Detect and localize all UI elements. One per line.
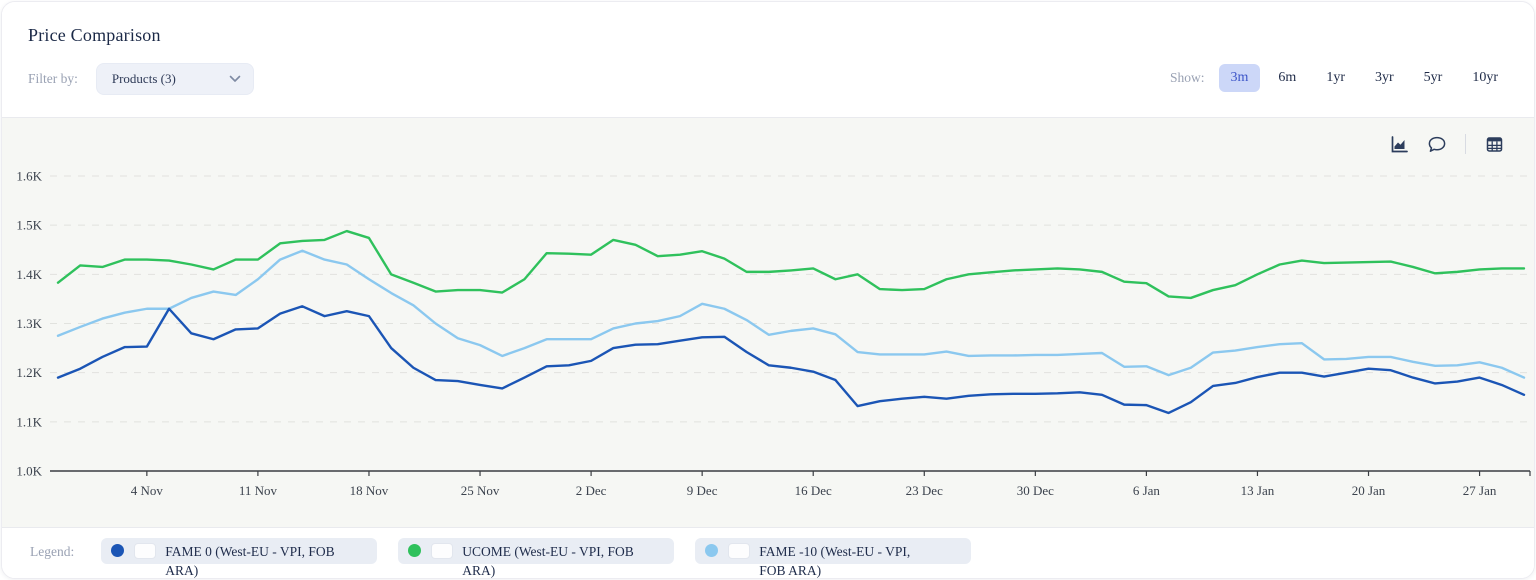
svg-text:1.5K: 1.5K [16,218,42,233]
series-color-dot [408,544,422,557]
svg-text:27 Jan: 27 Jan [1463,483,1497,498]
range-button-5yr[interactable]: 5yr [1412,64,1455,92]
products-dropdown-value: Products (3) [111,71,176,86]
svg-text:25 Nov: 25 Nov [461,483,500,498]
range-button-3yr[interactable]: 3yr [1363,64,1406,92]
legend-label: Legend: [30,544,75,559]
toolbar-divider [1465,134,1466,154]
series-checkbox[interactable] [134,543,157,559]
page-title: Price Comparison [28,25,161,45]
svg-text:1.0K: 1.0K [16,464,42,479]
svg-text:16 Dec: 16 Dec [795,483,832,498]
chart-panel: 1.0K 1.1K 1.2K 1.3K 1.4K 1.5K 1.6K 4 Nov 11 Nov 1… [2,118,1534,528]
comment-icon[interactable] [1427,134,1447,154]
svg-text:1.6K: 1.6K [16,169,42,184]
series-checkbox[interactable] [728,543,751,559]
range-button-10yr[interactable]: 10yr [1460,64,1510,92]
svg-text:4 Nov: 4 Nov [131,483,164,498]
svg-text:23 Dec: 23 Dec [906,483,943,498]
chevron-down-icon [229,70,241,88]
legend-item-fame-minus-10[interactable]: FAME -10 (West-EU - VPI, FOB ARA) [695,538,972,578]
time-range-switcher: Show: 3m 6m 1yr 3yr 5yr 10yr [1170,64,1510,92]
table-icon[interactable] [1484,134,1504,154]
svg-text:1.2K: 1.2K [16,365,42,380]
range-button-3m[interactable]: 3m [1218,64,1261,92]
svg-text:13 Jan: 13 Jan [1241,483,1275,498]
svg-text:20 Jan: 20 Jan [1352,483,1386,498]
svg-text:1.1K: 1.1K [16,414,42,429]
range-button-6m[interactable]: 6m [1266,64,1308,92]
legend-item-label: FAME -10 (West-EU - VPI, FOB ARA) [759,544,911,578]
products-dropdown[interactable]: Products (3) [95,63,254,95]
show-label: Show: [1170,70,1205,85]
series-color-dot [705,544,719,557]
range-button-1yr[interactable]: 1yr [1314,64,1357,92]
price-line-chart: 1.0K 1.1K 1.2K 1.3K 1.4K 1.5K 1.6K 4 Nov 11 Nov 1… [16,169,1531,498]
svg-text:1.3K: 1.3K [16,316,42,331]
svg-text:6 Jan: 6 Jan [1133,483,1161,498]
legend-row: Legend: FAME 0 (West-EU - VPI, FOB ARA) … [2,528,1534,578]
chart-toolbar [1389,134,1504,154]
svg-text:9 Dec: 9 Dec [687,483,718,498]
svg-text:1.4K: 1.4K [16,267,42,282]
legend-items: FAME 0 (West-EU - VPI, FOB ARA) UCOME (W… [101,538,972,578]
area-chart-icon[interactable] [1389,134,1409,154]
svg-text:30 Dec: 30 Dec [1017,483,1054,498]
svg-text:11 Nov: 11 Nov [239,483,278,498]
series-checkbox[interactable] [431,543,454,559]
legend-item-label: UCOME (West-EU - VPI, FOB ARA) [462,544,634,578]
legend-item-label: FAME 0 (West-EU - VPI, FOB ARA) [165,544,335,578]
filter-by-label: Filter by: [28,71,78,86]
card-header: Price Comparison Filter by: Products (3)… [2,2,1534,118]
filter-row: Filter by: Products (3) [28,63,254,95]
series-color-dot [111,544,125,557]
legend-item-fame-0[interactable]: FAME 0 (West-EU - VPI, FOB ARA) [101,538,378,578]
svg-text:2 Dec: 2 Dec [576,483,607,498]
svg-text:18 Nov: 18 Nov [350,483,389,498]
legend-item-ucome[interactable]: UCOME (West-EU - VPI, FOB ARA) [398,538,675,578]
